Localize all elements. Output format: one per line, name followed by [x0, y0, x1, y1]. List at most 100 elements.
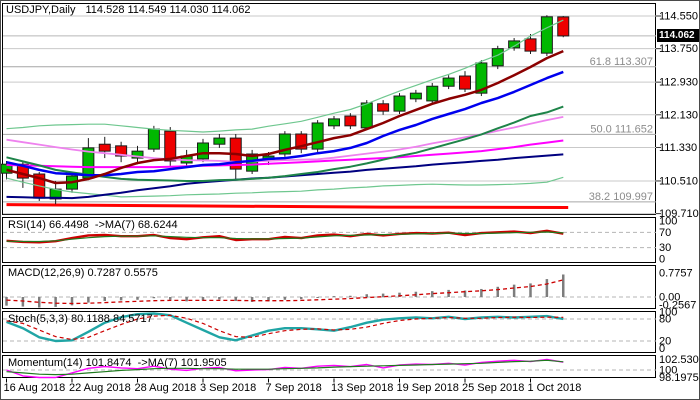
macd-histogram-bar [365, 294, 368, 297]
x-axis-date-label: 7 Sep 2018 [266, 382, 322, 394]
candle-up [360, 102, 373, 129]
macd-histogram-bar [201, 297, 205, 301]
x-axis-date-label: 19 Sep 2018 [397, 382, 459, 394]
macd-histogram-bar [267, 297, 270, 302]
macd-histogram-bar [103, 297, 106, 302]
macd-histogram-bar [234, 297, 237, 302]
macd-histogram-bar [218, 297, 221, 300]
x-axis-date-label: 16 Aug 2018 [4, 382, 66, 394]
candle-down [344, 115, 357, 127]
macd-histogram-bar [185, 297, 188, 302]
candle-up [1, 163, 13, 174]
macd-histogram-bar [169, 297, 172, 300]
candle-up [147, 128, 160, 150]
rsi-y-axis-label: 70 [659, 227, 671, 239]
candle-up [508, 40, 521, 49]
macd-histogram-bar [70, 297, 74, 306]
candle-up [475, 62, 488, 94]
candle-up [328, 118, 340, 127]
macd-histogram-bar [119, 297, 123, 301]
candle-up [278, 133, 291, 155]
rsi-y-axis-label: 0 [659, 254, 665, 266]
rsi-y-axis-label: 100 [659, 215, 677, 227]
candle-down [115, 145, 128, 157]
momentum-y-axis-label: 98.1975 [659, 372, 699, 384]
macd-macd-signal-line [6, 279, 564, 305]
macd-histogram-bar [463, 290, 467, 297]
macd-histogram-bar [54, 297, 57, 307]
macd-histogram-bar [38, 297, 41, 308]
candle-down [524, 38, 537, 52]
macd-histogram-bar [431, 291, 434, 297]
candle-up [409, 92, 422, 100]
momentum-y-axis-label: 102.5308 [659, 354, 700, 366]
x-axis-date-label: 3 Sep 2018 [200, 382, 256, 394]
candle-up [131, 150, 144, 159]
macd-panel-border [2, 265, 656, 309]
ma-magenta-line [6, 139, 564, 169]
x-axis-date-label: 13 Sep 2018 [331, 382, 393, 394]
fibonacci-label: 50.0 111.652 [590, 123, 653, 135]
macd-histogram-bar [316, 297, 319, 298]
y-axis-label: 109.710 [659, 208, 699, 220]
y-axis-label: 114.550 [659, 11, 698, 23]
candle-up [197, 142, 209, 160]
rsi-panel-border [2, 217, 656, 263]
fibonacci-label: 61.8 113.307 [590, 56, 653, 68]
x-axis-date-label: 25 Sep 2018 [462, 382, 524, 394]
stoch-stoch-d-line [6, 314, 564, 341]
macd-histogram-bar [300, 297, 303, 300]
macd-histogram-bar [398, 292, 401, 297]
x-axis-date-label: 28 Aug 2018 [135, 382, 197, 394]
candle-up [540, 16, 553, 54]
macd-histogram-bar [545, 279, 549, 297]
candle-down [459, 75, 471, 90]
macd-histogram-bar [447, 289, 450, 297]
x-axis-date-label: 22 Aug 2018 [69, 382, 131, 394]
momentum-momentum-ma-line [6, 359, 564, 376]
macd-histogram-bar [332, 296, 336, 298]
current-price-box: 114.062 [657, 29, 699, 42]
y-axis-label: 113.750 [659, 43, 698, 55]
momentum-panel-border [2, 355, 656, 378]
candle-down [377, 103, 390, 112]
macd-y-axis-label: 0.00 [659, 292, 680, 304]
main-panel-border [2, 3, 656, 215]
candle-down [16, 163, 29, 179]
macd-histogram-bar [5, 297, 8, 306]
macd-histogram-bar [496, 286, 499, 297]
macd-histogram-bar [349, 295, 352, 297]
macd-histogram-bar [21, 297, 25, 307]
bollinger-upper-line [6, 19, 564, 133]
macd-histogram-bar [250, 297, 254, 302]
y-axis-label: 111.330 [659, 142, 697, 154]
candle-up [442, 77, 455, 87]
momentum-y-axis-label: 100 [659, 365, 677, 377]
macd-histogram-bar [136, 297, 139, 300]
macd-histogram-bar [562, 274, 565, 297]
y-axis-label: 110.510 [659, 175, 698, 187]
y-axis-label: 112.930 [659, 77, 698, 89]
rsi-rsi-ma-line [6, 231, 564, 243]
candle-down [295, 133, 308, 150]
stoch-panel-border [2, 311, 656, 353]
macd-histogram-bar [283, 297, 287, 300]
bollinger-lower-line [6, 176, 564, 198]
macd-histogram-bar [512, 284, 516, 297]
y-axis-label: 112.130 [659, 109, 698, 121]
x-axis-date-label: 1 Oct 2018 [528, 382, 582, 394]
macd-y-axis-label: -0.2567 [659, 299, 696, 311]
fibonacci-label: 38.2 109.997 [589, 191, 653, 203]
support-line [6, 203, 569, 209]
ma-maroon-line [6, 49, 564, 185]
rsi-rsi-line [6, 229, 564, 244]
ma-orchid-line [6, 116, 564, 163]
macd-y-axis-label: 0.7757 [659, 268, 693, 280]
candle-up [213, 137, 226, 145]
macd-histogram-bar [529, 283, 532, 297]
macd-histogram-bar [87, 297, 90, 303]
candle-down [164, 130, 177, 162]
candle-up [311, 122, 324, 150]
stoch-y-axis-label: 100 [659, 307, 677, 319]
